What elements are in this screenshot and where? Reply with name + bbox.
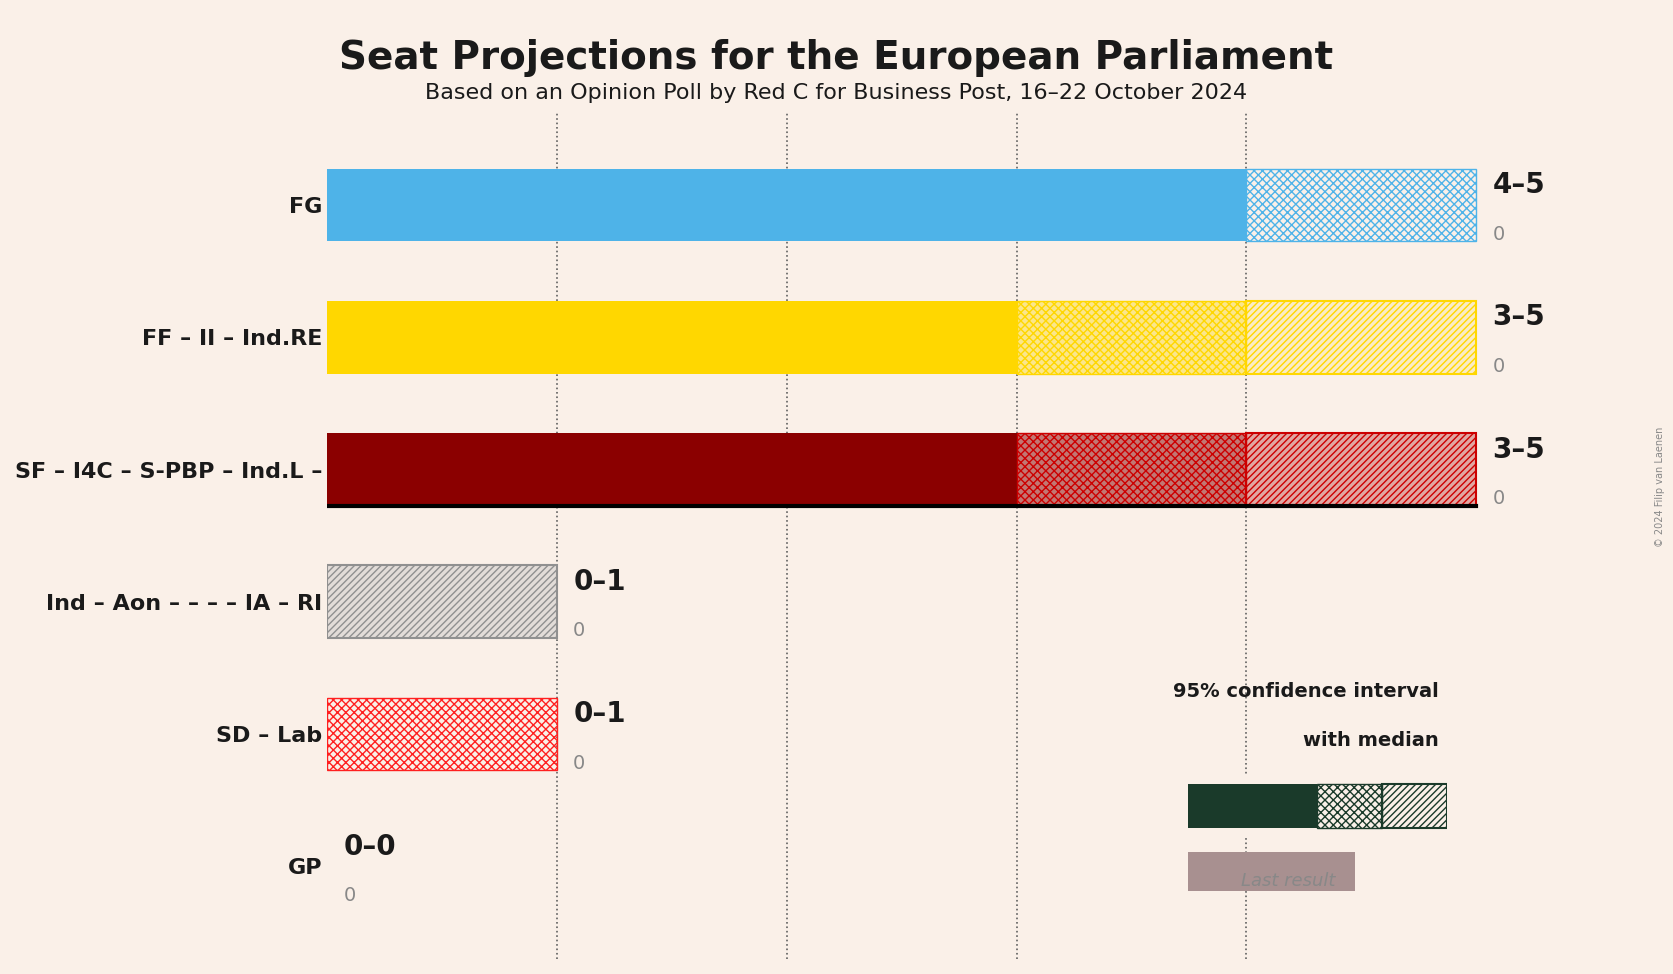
Bar [1246,301,1476,374]
Text: Seat Projections for the European Parliament: Seat Projections for the European Parlia… [340,39,1333,77]
Bar [1188,784,1317,828]
Bar [1382,784,1447,828]
Bar [1017,433,1246,506]
Bar [1246,169,1476,242]
Bar [328,301,1017,374]
Text: 0–1: 0–1 [574,700,626,729]
Bar [328,566,557,638]
Text: 0: 0 [574,621,586,641]
Bar [328,566,557,638]
Bar [1317,784,1382,828]
Text: Based on an Opinion Poll by Red C for Business Post, 16–22 October 2024: Based on an Opinion Poll by Red C for Bu… [425,83,1248,103]
Text: 0: 0 [1492,225,1504,244]
Text: with median: with median [1303,730,1439,750]
Bar [1017,433,1246,506]
Bar [328,433,1017,506]
Bar [1017,301,1246,374]
Bar [1246,433,1476,506]
Bar [328,697,557,770]
Text: 0: 0 [1492,489,1504,508]
Bar [1246,433,1476,506]
Bar [328,566,557,638]
Text: Last result: Last result [1241,872,1335,889]
Text: 3–5: 3–5 [1492,304,1546,331]
Bar [328,169,1246,242]
Bar [1017,301,1246,374]
Text: 0: 0 [574,754,586,772]
Text: 95% confidence interval: 95% confidence interval [1173,682,1439,701]
Text: 0: 0 [343,886,356,905]
Text: 0–0: 0–0 [343,833,397,861]
Bar [1246,301,1476,374]
Bar [328,697,557,770]
Bar [1246,169,1476,242]
Text: 4–5: 4–5 [1492,171,1546,199]
Text: 3–5: 3–5 [1492,435,1546,464]
Text: 0: 0 [1492,356,1504,376]
Text: © 2024 Filip van Laenen: © 2024 Filip van Laenen [1655,427,1665,547]
Text: 0–1: 0–1 [574,568,626,596]
